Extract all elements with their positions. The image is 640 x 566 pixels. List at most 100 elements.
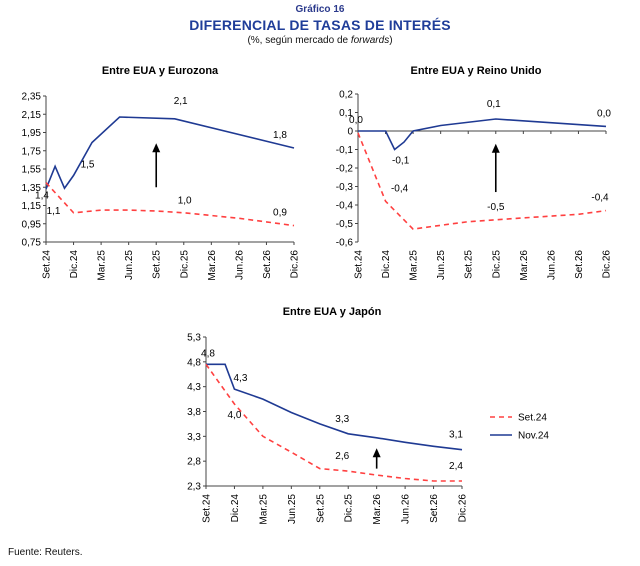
series-line-nov24 [358, 118, 607, 151]
data-label: 1,0 [178, 196, 192, 207]
arrow-head [372, 448, 381, 458]
x-tick-label: Set.24 [202, 494, 213, 523]
legend-label: Nov.24 [518, 431, 549, 442]
x-tick-label: Dic.24 [230, 494, 241, 523]
series-line-set24 [205, 363, 462, 482]
data-label: 2,6 [335, 451, 349, 462]
arrow-head [152, 143, 161, 153]
y-tick-label: 5,3 [187, 333, 201, 344]
x-tick-label: Set.25 [464, 250, 475, 279]
x-tick-label: Jun.25 [124, 250, 135, 280]
data-label: 1,5 [81, 159, 95, 170]
chart-reino-unido: Entre EUA y Reino Unido 0,2 0,1 0 -0,1 -0,2 -0… [336, 65, 613, 281]
x-tick-label: Jun.26 [234, 250, 245, 280]
data-label: 2,1 [174, 96, 188, 107]
data-label: 0,0 [349, 115, 363, 126]
y-tick-label: 2,8 [187, 457, 201, 468]
y-tick-label: 0,2 [339, 90, 353, 101]
chart-title: Entre EUA y Japón [283, 306, 382, 318]
y-tick-label: 4,3 [187, 382, 201, 393]
y-tick-label: -0,5 [336, 219, 354, 230]
x-tick-label: Set.24 [42, 250, 53, 279]
x-tick-label: Dic.25 [179, 250, 190, 279]
legend-label: Set.24 [518, 413, 547, 424]
x-tick-label: Dic.25 [344, 494, 355, 523]
data-label: 0,1 [487, 99, 501, 110]
x-tick-label: Set.25 [315, 494, 326, 523]
subtitle-italic: forwards [350, 35, 390, 46]
data-label: 0,0 [597, 108, 611, 119]
x-tick-label: Dic.24 [381, 250, 392, 279]
y-tick-label: 2,3 [187, 482, 201, 493]
data-label: 1,1 [47, 206, 61, 217]
series-line-nov24 [45, 116, 295, 190]
x-tick-label: Jun.26 [546, 250, 557, 280]
chart-eurozona: Entre EUA y Eurozona 2,35 2,15 1,95 1,75 1,55… [22, 65, 301, 281]
data-label: 2,4 [449, 461, 463, 472]
y-tick-label: 3,8 [187, 407, 201, 418]
x-tick-label: Jun.25 [287, 494, 298, 524]
data-label: -0,1 [392, 156, 410, 167]
data-label: 4,0 [227, 410, 241, 421]
y-tick-label: 2,15 [22, 110, 42, 121]
figure-subtitle: (%, según mercado de forwards) [0, 35, 640, 46]
x-tick-label: Dic.26 [290, 250, 301, 279]
data-label: 1,4 [35, 191, 49, 202]
x-tick-label: Mar.25 [258, 494, 269, 525]
y-tick-label: -0,6 [336, 238, 354, 249]
data-label: 0,9 [273, 208, 287, 219]
series-line-nov24 [206, 363, 463, 451]
x-tick-label: Mar.26 [372, 494, 383, 525]
data-label: 4,3 [233, 373, 247, 384]
y-tick-label: 0 [347, 127, 353, 138]
y-tick-label: 0,1 [339, 108, 353, 119]
data-label: 4,8 [201, 348, 215, 359]
x-tick-label: Jun.25 [436, 250, 447, 280]
y-tick-label: 1,55 [22, 165, 42, 176]
x-tick-label: Dic.24 [69, 250, 80, 279]
x-tick-label: Set.26 [574, 250, 585, 279]
x-tick-label: Mar.25 [97, 250, 108, 281]
x-tick-label: Set.26 [429, 494, 440, 523]
y-tick-label: 2,35 [22, 92, 42, 103]
x-tick-label: Jun.26 [401, 494, 412, 524]
arrow-head [491, 143, 500, 153]
y-tick-label: -0,3 [336, 182, 354, 193]
x-tick-label: Mar.26 [519, 250, 530, 281]
y-tick-label: -0,2 [336, 164, 354, 175]
data-label: -0,5 [487, 202, 505, 213]
y-tick-label: 4,8 [187, 357, 201, 368]
data-label: 3,3 [335, 414, 349, 425]
y-tick-label: -0,4 [336, 201, 354, 212]
series-line-set24 [45, 182, 295, 227]
x-tick-label: Set.26 [262, 250, 273, 279]
x-tick-label: Dic.25 [491, 250, 502, 279]
x-tick-label: Set.24 [354, 250, 365, 279]
figure-label: Gráfico 16 [295, 4, 345, 15]
x-tick-label: Mar.25 [409, 250, 420, 281]
x-tick-label: Dic.26 [602, 250, 613, 279]
chart-title: Entre EUA y Reino Unido [411, 65, 542, 77]
y-tick-label: 0,75 [22, 238, 42, 249]
source-note: Fuente: Reuters. [8, 547, 83, 558]
series-line-set24 [357, 132, 607, 230]
y-tick-label: 1,15 [22, 201, 42, 212]
x-tick-label: Dic.26 [458, 494, 469, 523]
y-tick-label: 1,75 [22, 146, 42, 157]
chart-title: Entre EUA y Eurozona [102, 65, 219, 77]
subtitle-suffix: ) [389, 35, 393, 46]
x-tick-label: Mar.26 [207, 250, 218, 281]
data-label: 3,1 [449, 430, 463, 441]
data-label: -0,4 [591, 193, 609, 204]
figure-title: DIFERENCIAL DE TASAS DE INTERÉS [189, 17, 451, 33]
data-label: 1,8 [273, 130, 287, 141]
subtitle-prefix: (%, según mercado de [247, 35, 351, 46]
data-label: -0,4 [391, 183, 409, 194]
y-tick-label: 3,3 [187, 432, 201, 443]
y-tick-label: 0,95 [22, 219, 42, 230]
y-tick-label: 1,95 [22, 128, 42, 139]
y-tick-label: -0,1 [336, 145, 354, 156]
y-tick-label: 1,35 [22, 183, 42, 194]
x-tick-label: Set.25 [152, 250, 163, 279]
